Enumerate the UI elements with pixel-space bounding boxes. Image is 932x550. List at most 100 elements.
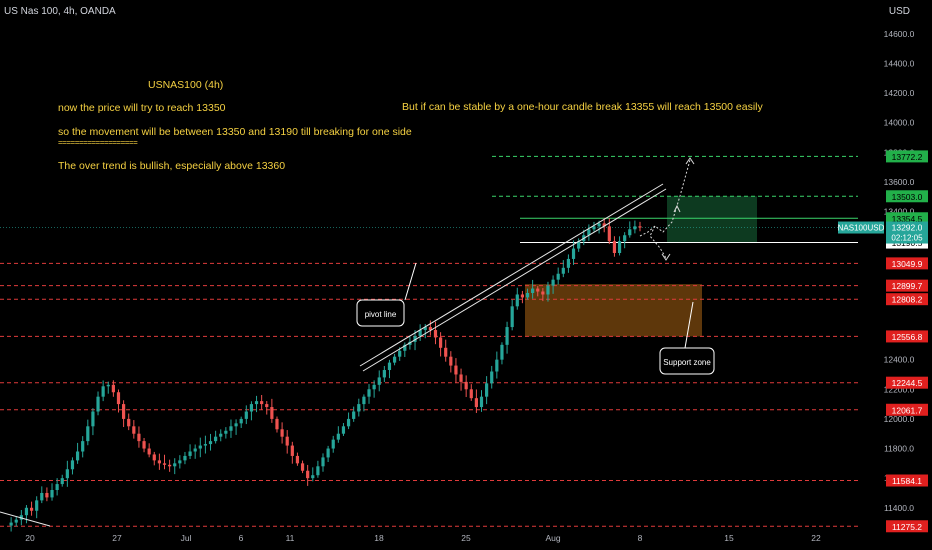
- time-tick-label: 11: [286, 533, 295, 543]
- red-level-price-label-bg: [886, 293, 928, 306]
- candle-body: [198, 445, 202, 449]
- candle-body: [60, 478, 64, 485]
- note-line-2: so the movement will be between 13350 an…: [58, 126, 412, 138]
- note-separator: ===================: [58, 138, 138, 147]
- time-tick-label: 25: [461, 533, 471, 543]
- candle-body: [239, 418, 243, 424]
- red-level-price-label-bg: [886, 474, 928, 487]
- candle-body: [495, 359, 499, 372]
- note-line-1: now the price will try to reach 13350: [58, 102, 226, 114]
- candle-body: [300, 463, 305, 471]
- price-tick-label: 13400.0: [884, 207, 915, 217]
- pivot-callout-box[interactable]: [356, 299, 405, 327]
- candle-body: [311, 475, 315, 479]
- support-callout-box[interactable]: [659, 347, 715, 375]
- candle-body: [382, 370, 386, 378]
- candle-body: [628, 229, 632, 236]
- target-zone[interactable]: [667, 196, 757, 243]
- red-level-price-label: 11584.1: [892, 476, 922, 486]
- candle-body: [290, 445, 294, 456]
- candle-body: [275, 418, 279, 430]
- candle-body: [96, 396, 100, 412]
- time-tick-label: 22: [811, 533, 821, 543]
- candle-body: [469, 389, 473, 399]
- candle-body: [234, 423, 238, 427]
- candle-body: [597, 223, 601, 227]
- candles-layer: [9, 218, 642, 532]
- candle-body: [326, 448, 330, 458]
- forecast-arrowhead-up: [685, 157, 695, 165]
- candle-body: [29, 507, 34, 511]
- last-price-value: 13292.0: [892, 223, 923, 233]
- candle-body: [111, 384, 115, 393]
- candle-body: [413, 335, 417, 342]
- candle-body: [183, 455, 187, 461]
- candle-body: [249, 404, 254, 412]
- candle-body: [260, 401, 264, 405]
- green-level-price-label: 13354.5: [892, 214, 923, 224]
- candle-body: [254, 401, 259, 405]
- price-scale[interactable]: 14600.014400.014200.014000.013800.013600…: [884, 29, 915, 513]
- candle-body: [265, 404, 269, 408]
- red-level-price-label-bg: [886, 279, 928, 292]
- forecast-arrowhead-mid: [673, 204, 681, 213]
- candle-body: [208, 441, 213, 445]
- red-level-price-label: 12556.8: [892, 332, 923, 342]
- time-scale[interactable]: 20 27 Jul 6 11 18 25 Aug 8 15 22: [25, 533, 821, 543]
- candle-body: [454, 365, 458, 375]
- red-level-price-label: 12244.5: [892, 378, 923, 388]
- candle-body: [357, 404, 361, 412]
- candle-body: [520, 294, 525, 298]
- candle-body: [280, 429, 284, 437]
- price-tick-label: 12000.0: [884, 414, 915, 424]
- pivot-trendline-lower[interactable]: [362, 188, 667, 372]
- candle-body: [423, 327, 427, 331]
- candle-body: [188, 451, 192, 456]
- pivot-trendline-upper[interactable]: [359, 183, 664, 367]
- candle-body: [162, 463, 167, 465]
- candle-body: [132, 426, 136, 434]
- candle-body: [531, 288, 535, 293]
- candle-body: [341, 426, 346, 434]
- support-zone[interactable]: [525, 284, 702, 337]
- time-tick-label: 15: [724, 533, 734, 543]
- candle-body: [541, 291, 545, 295]
- candle-body: [224, 430, 228, 434]
- candle-body: [474, 398, 478, 408]
- candle-body: [367, 389, 371, 397]
- red-level-price-label-bg: [886, 520, 928, 533]
- candle-body: [449, 356, 453, 366]
- green-level-price-label: 13503.0: [892, 192, 923, 202]
- candle-body: [612, 241, 617, 254]
- candle-body: [505, 327, 509, 345]
- price-tick-label: 14000.0: [884, 118, 915, 128]
- candle-body: [70, 460, 75, 470]
- time-tick-label: 20: [25, 533, 35, 543]
- candle-body: [571, 248, 576, 259]
- support-callout-label: Support zone: [663, 358, 711, 367]
- candle-body: [142, 441, 146, 449]
- candle-body: [295, 455, 300, 464]
- note-title: USNAS100 (4h): [148, 79, 224, 91]
- candle-body: [566, 258, 571, 268]
- bar-countdown: 02:12:05: [891, 234, 923, 243]
- candle-body: [602, 223, 606, 227]
- price-tick-label: 11800.0: [884, 444, 914, 454]
- red-level-price-label-bg: [886, 257, 928, 270]
- candle-body: [40, 492, 44, 501]
- candle-body: [75, 451, 80, 461]
- symbol-tag: NAS100USD: [838, 224, 885, 233]
- candle-body: [551, 279, 555, 286]
- candle-body: [398, 350, 402, 357]
- red-level-price-label: 13049.9: [892, 259, 923, 269]
- candle-body: [490, 371, 494, 384]
- candle-body: [116, 392, 121, 405]
- time-tick-label: Aug: [545, 533, 560, 543]
- forecast-path-down[interactable]: [649, 225, 667, 259]
- forecast-path-up[interactable]: [639, 159, 691, 237]
- candle-body: [203, 444, 208, 446]
- candle-body: [592, 226, 596, 230]
- old-trendline[interactable]: [0, 511, 51, 527]
- candle-body: [157, 460, 161, 464]
